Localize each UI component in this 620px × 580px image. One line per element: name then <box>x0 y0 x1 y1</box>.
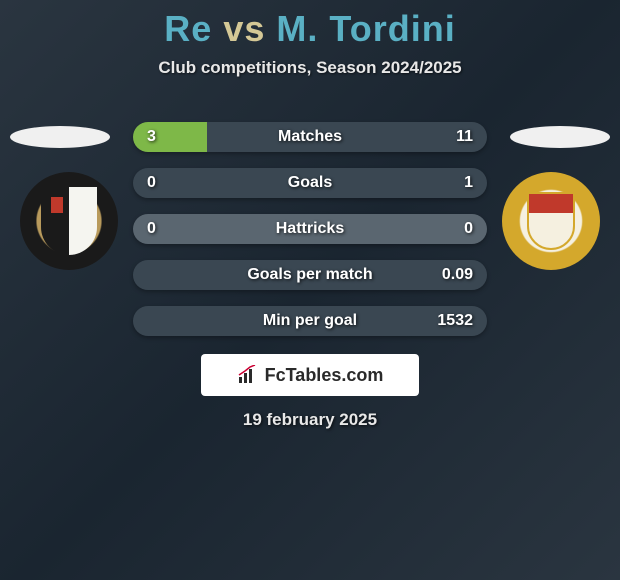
stat-value-left: 0 <box>147 220 156 238</box>
comparison-title: Re vs M. Tordini <box>0 0 620 50</box>
stat-row: 0.09 Goals per match <box>133 260 487 290</box>
stat-label: Goals <box>288 174 332 192</box>
stat-value-right: 0.09 <box>442 266 473 284</box>
stat-label: Goals per match <box>247 266 372 284</box>
stat-row: 1532 Min per goal <box>133 306 487 336</box>
stat-label: Matches <box>278 128 342 146</box>
stat-value-left: 3 <box>147 128 156 146</box>
stat-value-right: 1532 <box>437 312 473 330</box>
source-logo: FcTables.com <box>201 354 419 396</box>
stat-label: Min per goal <box>263 312 357 330</box>
vs-separator: vs <box>223 8 265 49</box>
stat-row: 0 1 Goals <box>133 168 487 198</box>
chart-icon <box>237 365 259 385</box>
stat-label: Hattricks <box>276 220 344 238</box>
stat-value-right: 1 <box>464 174 473 192</box>
club-crest-right <box>502 172 600 270</box>
stat-row: 3 11 Matches <box>133 122 487 152</box>
stat-value-right: 11 <box>456 128 473 146</box>
player-left-name: Re <box>164 8 212 49</box>
flag-left <box>10 126 110 148</box>
bar-fill-right <box>207 122 487 152</box>
competition-subtitle: Club competitions, Season 2024/2025 <box>0 58 620 78</box>
stat-value-left: 0 <box>147 174 156 192</box>
player-right-name: M. Tordini <box>276 8 455 49</box>
stat-value-right: 0 <box>464 220 473 238</box>
flag-right <box>510 126 610 148</box>
snapshot-date: 19 february 2025 <box>0 410 620 430</box>
stat-bars: 3 11 Matches 0 1 Goals 0 0 Hattricks 0.09 Goals pe… <box>133 122 487 352</box>
bar-fill-left <box>133 122 207 152</box>
stat-row: 0 0 Hattricks <box>133 214 487 244</box>
source-logo-text: FcTables.com <box>265 365 384 386</box>
club-crest-left <box>20 172 118 270</box>
